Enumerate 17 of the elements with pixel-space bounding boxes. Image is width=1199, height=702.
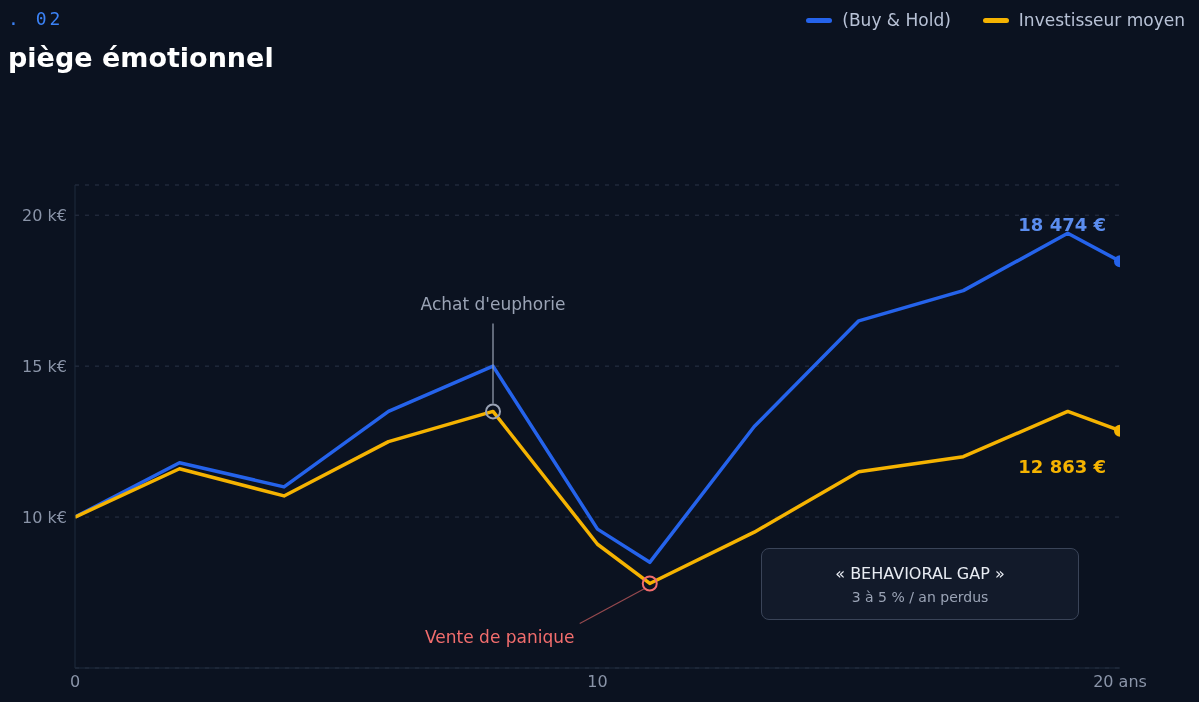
text: . 02 xyxy=(8,8,64,29)
annotation: 3 à 5 % / an perdus xyxy=(851,588,989,605)
annotation: Vente de panique xyxy=(425,627,575,648)
legend-label: Investisseur moyen xyxy=(1018,10,1185,30)
x-tick-label: 20 ans xyxy=(1093,672,1147,692)
y-tick-label: 15 k€ xyxy=(22,356,67,376)
annotation: « BEHAVIORAL GAP » xyxy=(835,563,1005,583)
x-tick-label: 0 xyxy=(69,672,81,692)
chart-title: piège émotionnel xyxy=(8,42,274,73)
data-label: 12 863 € xyxy=(1018,455,1106,477)
y-tick-label: 20 k€ xyxy=(22,205,67,225)
data-label: 18 474 € xyxy=(1018,214,1106,236)
annotation: Achat d'euphorie xyxy=(420,294,566,315)
x-tick-label: 10 xyxy=(587,672,608,692)
legend-label: (Buy & Hold) xyxy=(842,10,951,30)
y-tick-label: 10 k€ xyxy=(22,507,67,527)
note-box: « BEHAVIORAL GAP » 3 à 5 % / an perdus xyxy=(761,548,1079,620)
